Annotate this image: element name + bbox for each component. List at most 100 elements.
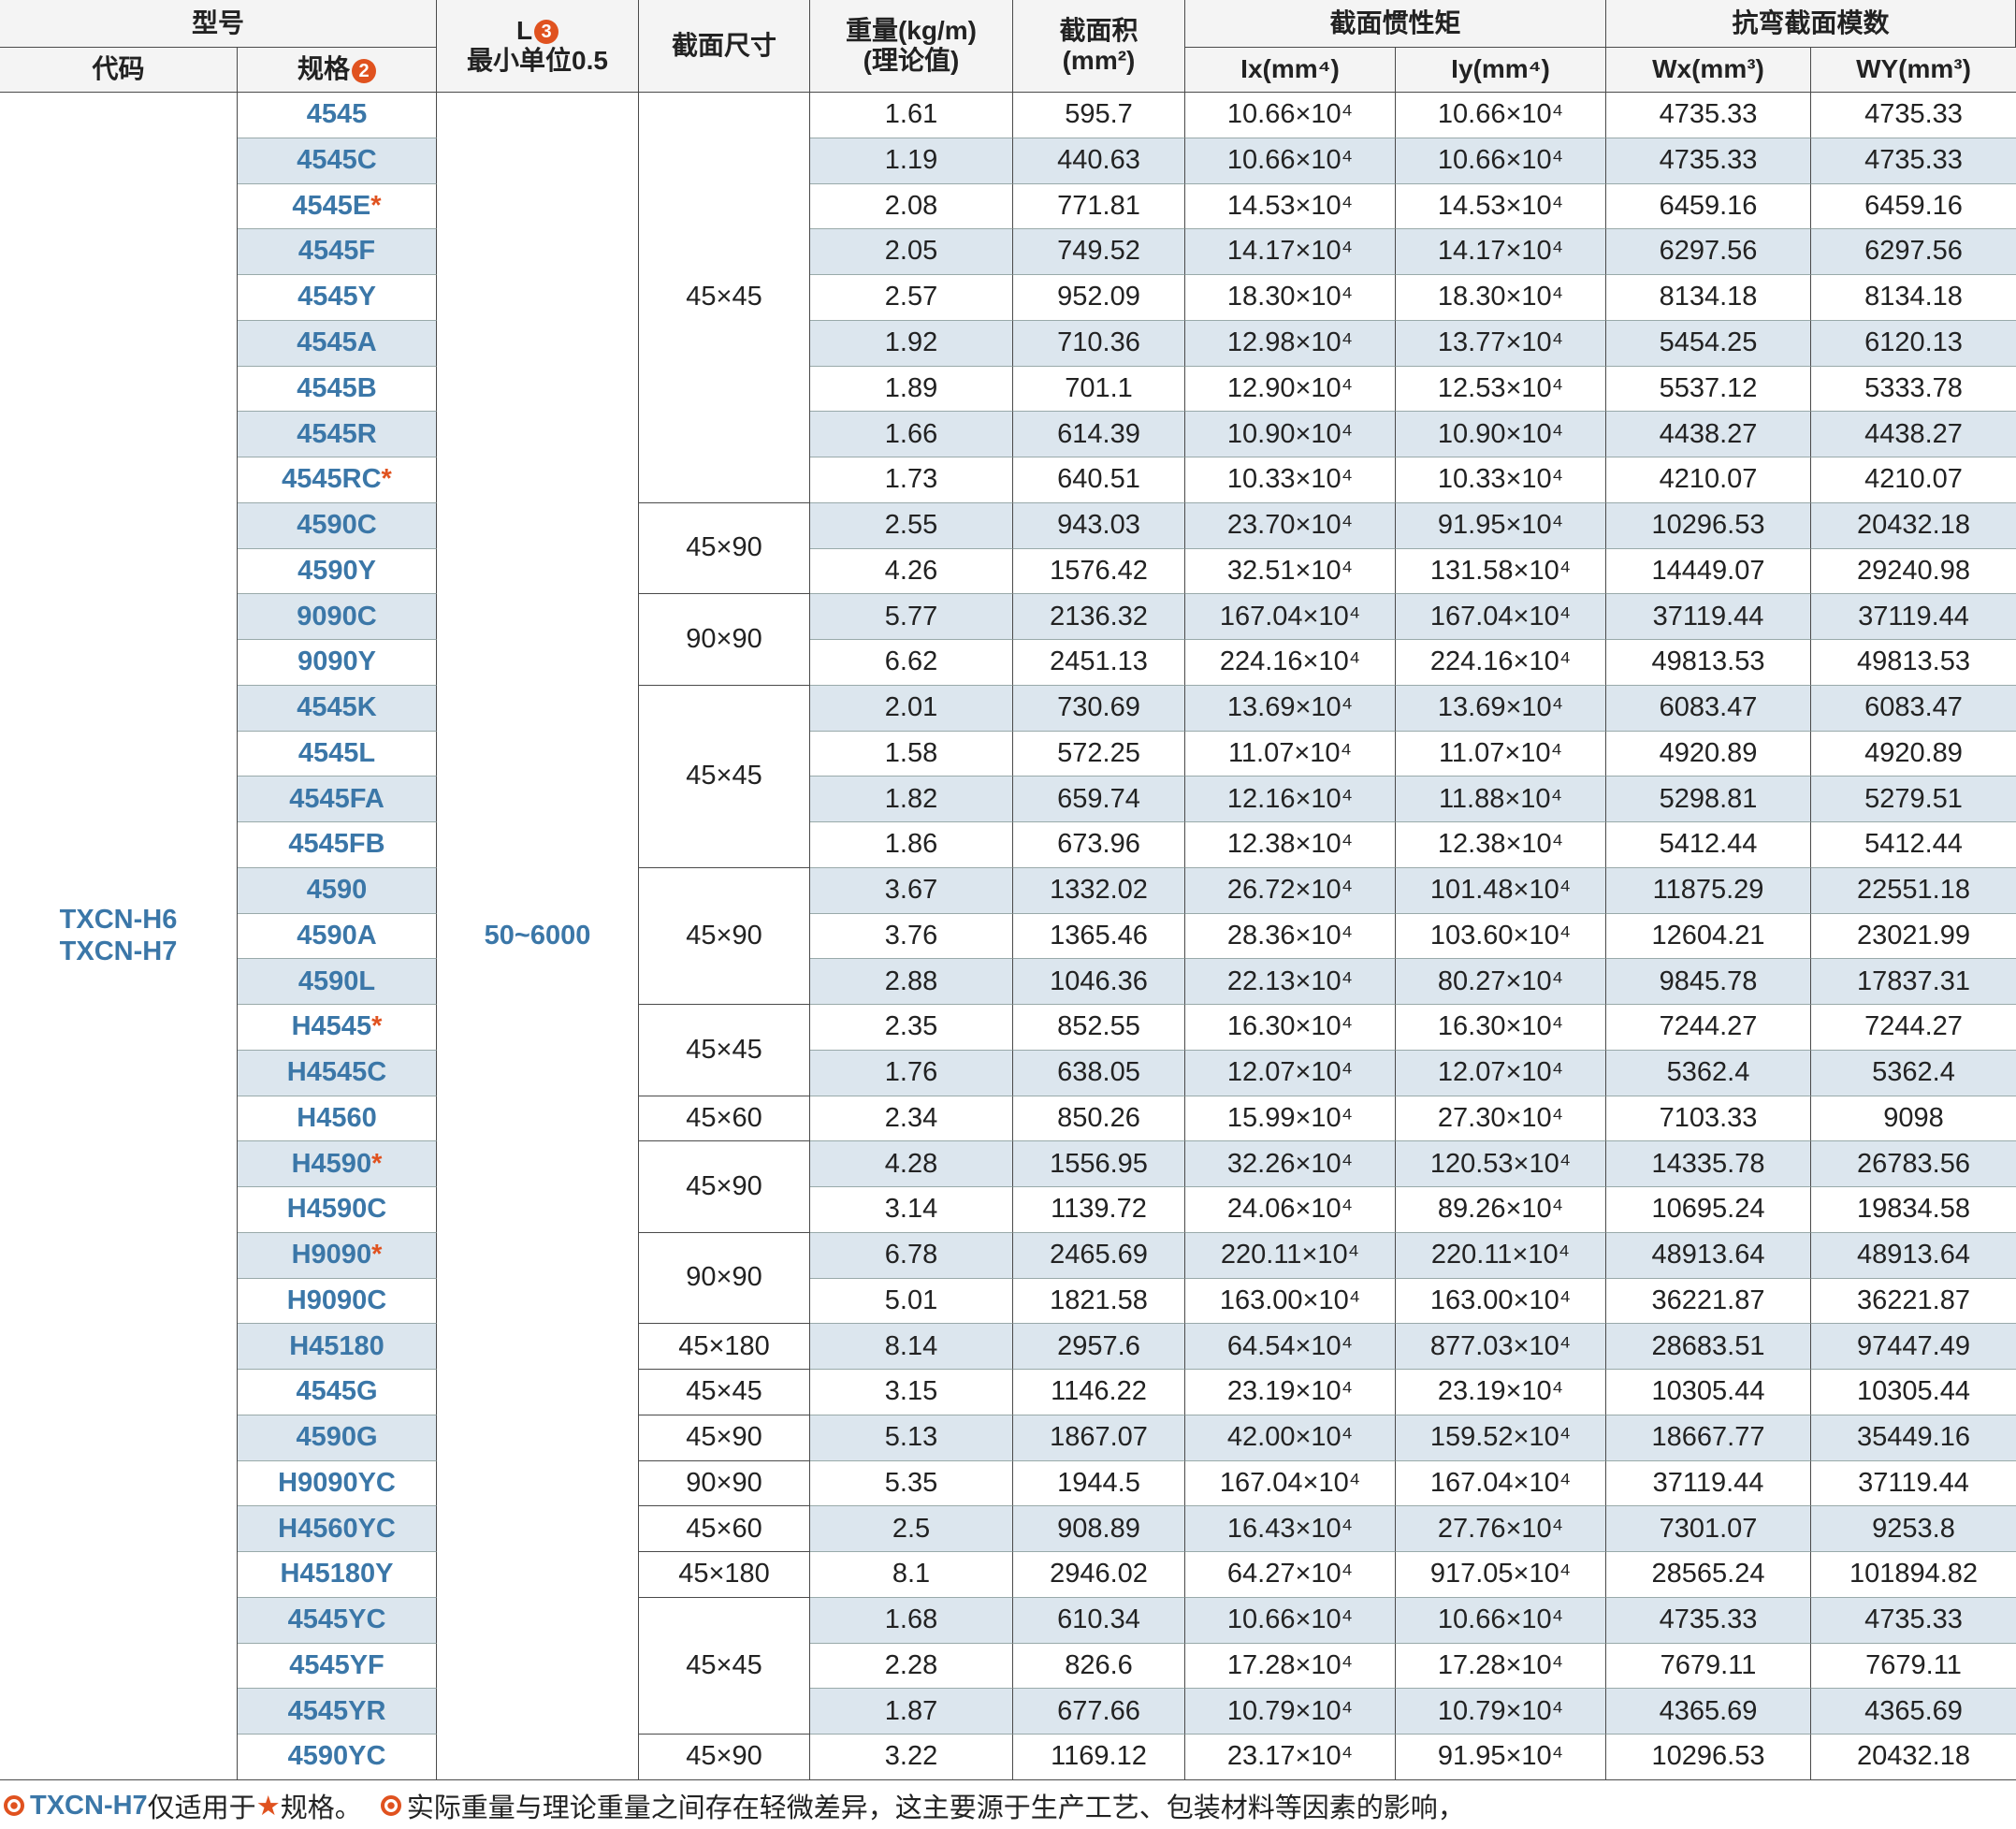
size-cell: 45×90 [639, 1415, 810, 1461]
spec-text: 4545A [297, 327, 377, 357]
value-text: 10.79×10⁴ [1437, 1695, 1564, 1726]
header-cell: 型号 [0, 0, 437, 48]
value-text: 7244.27 [1864, 1011, 1963, 1042]
value-text: 3.67 [884, 875, 938, 906]
value-cell: 852.55 [1013, 1005, 1185, 1051]
spec-text: 4545FB [288, 829, 385, 860]
value-cell: 877.03×10⁴ [1396, 1324, 1606, 1371]
value-text: 4920.89 [1659, 737, 1758, 768]
value-cell: 80.27×10⁴ [1396, 959, 1606, 1006]
value-cell: 37119.44 [1811, 594, 2016, 641]
value-text: 23.70×10⁴ [1226, 510, 1354, 540]
value-cell: 1365.46 [1013, 913, 1185, 960]
header-cell: Ix(mm⁴) [1185, 48, 1396, 93]
size-text: 45×45 [686, 282, 762, 312]
value-cell: 97447.49 [1811, 1324, 2016, 1371]
value-text: 103.60×10⁴ [1429, 920, 1572, 951]
footer-tail: 规格。 [280, 1793, 362, 1823]
value-text: 1.82 [884, 783, 938, 814]
spec-mark: * [381, 464, 392, 495]
value-text: 440.63 [1057, 144, 1140, 175]
value-text: 37119.44 [1652, 601, 1764, 631]
value-text: 2.28 [884, 1649, 938, 1680]
value-text: 6083.47 [1659, 692, 1758, 723]
value-text: 23.19×10⁴ [1437, 1376, 1564, 1407]
value-cell: 3.67 [810, 867, 1013, 914]
value-text: 1.86 [884, 829, 938, 860]
size-text: 90×90 [686, 1262, 762, 1293]
size-text: 45×45 [686, 1649, 762, 1680]
spec-line: 4545R [297, 419, 376, 450]
value-cell: 595.7 [1013, 93, 1185, 138]
value-cell: 49813.53 [1811, 640, 2016, 686]
value-text: 11.07×10⁴ [1438, 737, 1563, 768]
spec-text: 4545RC [282, 464, 382, 495]
value-text: 1821.58 [1050, 1285, 1148, 1315]
value-text: 27.76×10⁴ [1437, 1513, 1564, 1544]
value-text: 12604.21 [1651, 920, 1765, 951]
value-text: 4735.33 [1659, 1604, 1758, 1635]
value-text: 224.16×10⁴ [1429, 646, 1572, 677]
spec-text: H4560 [297, 1102, 377, 1133]
spec-cell: 4590YC [238, 1735, 437, 1780]
value-cell: 6.78 [810, 1232, 1013, 1279]
value-text: 11.07×10⁴ [1227, 737, 1353, 768]
value-cell: 17837.31 [1811, 959, 2016, 1006]
spec-line: 4545G [296, 1376, 377, 1407]
value-text: 91.95×10⁴ [1437, 1741, 1564, 1772]
value-cell: 12.53×10⁴ [1396, 366, 1606, 413]
value-cell: 1046.36 [1013, 959, 1185, 1006]
value-text: 20432.18 [1857, 510, 1970, 540]
value-text: 23.17×10⁴ [1226, 1741, 1354, 1772]
spec-cell: 4545FB [238, 822, 437, 868]
spec-text: H45180Y [280, 1559, 394, 1589]
value-cell: 2.55 [810, 502, 1013, 549]
spec-text: H4545 [291, 1011, 372, 1042]
value-text: 7103.33 [1659, 1102, 1758, 1133]
value-text: 224.16×10⁴ [1219, 646, 1361, 677]
value-cell: 101894.82 [1811, 1552, 2016, 1598]
value-cell: 163.00×10⁴ [1396, 1278, 1606, 1325]
header-cell: 截面积 (mm²) [1013, 0, 1185, 93]
value-text: 49813.53 [1651, 646, 1765, 677]
value-text: 877.03×10⁴ [1429, 1330, 1572, 1361]
value-cell: 4735.33 [1811, 93, 2016, 138]
value-cell: 7103.33 [1606, 1096, 1811, 1142]
value-cell: 7244.27 [1606, 1005, 1811, 1051]
spec-line: H9090C [287, 1285, 386, 1316]
size-cell: 45×90 [639, 867, 810, 1006]
value-text: 14.53×10⁴ [1437, 190, 1564, 221]
value-text: 5412.44 [1864, 829, 1963, 860]
value-cell: 4365.69 [1811, 1689, 2016, 1735]
value-text: 4735.33 [1659, 144, 1758, 175]
value-text: 2.34 [884, 1102, 938, 1133]
value-text: 89.26×10⁴ [1437, 1194, 1564, 1225]
value-cell: 2.01 [810, 685, 1013, 732]
spec-mark: * [371, 1240, 383, 1270]
value-text: 1.87 [884, 1695, 938, 1726]
value-text: 4365.69 [1864, 1695, 1963, 1726]
value-text: 10305.44 [1857, 1376, 1970, 1407]
value-cell: 8.14 [810, 1324, 1013, 1371]
value-text: 5333.78 [1864, 372, 1963, 403]
spec-cell: 4590 [238, 867, 437, 914]
value-cell: 37119.44 [1606, 1460, 1811, 1507]
value-cell: 1.89 [810, 366, 1013, 413]
value-text: 167.04×10⁴ [1219, 1467, 1361, 1498]
value-cell: 10.90×10⁴ [1396, 412, 1606, 458]
value-cell: 16.30×10⁴ [1396, 1005, 1606, 1051]
size-text: 90×90 [686, 623, 762, 654]
value-text: 29240.98 [1857, 555, 1970, 586]
header-cell: L 3 最小单位0.5 [437, 0, 639, 93]
value-cell: 4210.07 [1606, 457, 1811, 503]
value-cell: 37119.44 [1606, 594, 1811, 641]
value-cell: 4735.33 [1606, 1597, 1811, 1644]
size-cell: 45×60 [639, 1506, 810, 1553]
value-cell: 28565.24 [1606, 1552, 1811, 1598]
spec-text: H4545C [286, 1057, 387, 1088]
spec-cell: 4590G [238, 1415, 437, 1461]
size-text: 45×180 [678, 1330, 770, 1361]
value-text: 1.58 [884, 737, 938, 768]
